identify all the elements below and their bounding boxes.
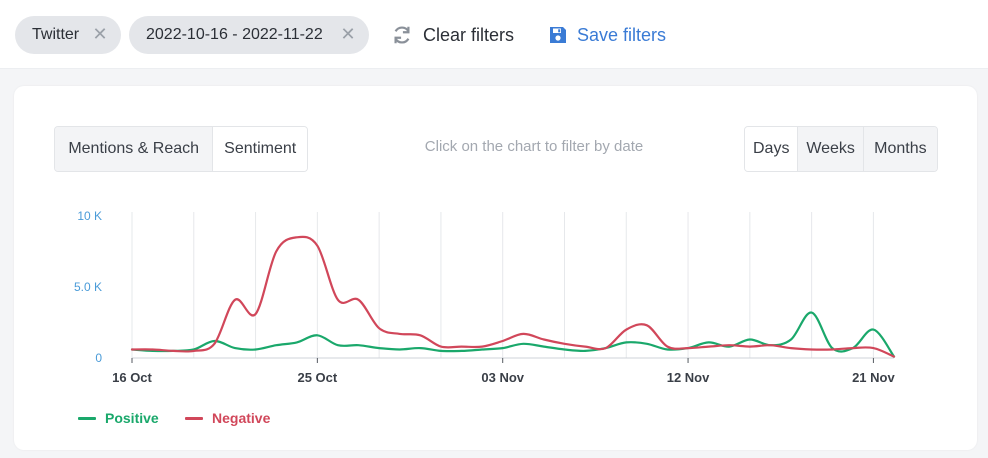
series-line-negative <box>130 235 896 358</box>
filter-chip-label: 2022-10-16 - 2022-11-22 <box>146 26 323 43</box>
tab-sentiment[interactable]: Sentiment <box>212 127 307 171</box>
tab-mentions-reach[interactable]: Mentions & Reach <box>55 127 213 171</box>
sentiment-chart-card: Mentions & Reach Sentiment Click on the … <box>14 86 977 450</box>
x-tick-label: 21 Nov <box>852 370 895 385</box>
y-tick-label: 10 K <box>77 209 102 223</box>
x-tick-label: 03 Nov <box>481 370 524 385</box>
legend-label-negative: Negative <box>212 410 271 426</box>
legend-label-positive: Positive <box>105 410 159 426</box>
filter-chip-source[interactable]: Twitter ✕ <box>15 16 121 54</box>
legend-swatch-positive <box>78 416 96 420</box>
clear-filters-button[interactable]: Clear filters <box>391 22 514 48</box>
legend-item-positive[interactable]: Positive <box>78 408 159 428</box>
x-tick-label: 25 Oct <box>297 370 337 385</box>
series-line-positive <box>130 311 896 358</box>
y-tick-label: 0 <box>95 351 102 365</box>
sentiment-line-chart[interactable]: 0 5.0 K 10 K 16 Oct 25 Oct 03 Nov 12 Nov 21 Nov <box>14 86 977 450</box>
legend-swatch-negative <box>185 416 203 420</box>
close-icon[interactable]: ✕ <box>340 24 356 44</box>
refresh-icon <box>394 26 410 44</box>
filter-chip-label: Twitter <box>32 26 80 43</box>
clear-filters-label: Clear filters <box>423 24 515 45</box>
chart-hint: Click on the chart to filter by date <box>424 138 644 155</box>
period-switcher: Days Weeks Months <box>744 126 938 172</box>
x-tick-label: 16 Oct <box>112 370 152 385</box>
save-filters-button[interactable]: Save filters <box>549 22 666 48</box>
y-tick-label: 5.0 K <box>74 280 102 294</box>
close-icon[interactable]: ✕ <box>92 24 108 44</box>
floppy-disk-icon <box>550 27 566 43</box>
tab-weeks[interactable]: Weeks <box>797 127 863 171</box>
view-switcher: Mentions & Reach Sentiment <box>54 126 308 172</box>
tab-days[interactable]: Days <box>745 127 798 171</box>
tab-months[interactable]: Months <box>862 127 937 171</box>
filter-chip-date-range[interactable]: 2022-10-16 - 2022-11-22 ✕ <box>129 16 369 54</box>
save-filters-label: Save filters <box>577 24 667 45</box>
filter-bar: Twitter ✕ 2022-10-16 - 2022-11-22 ✕ Clea… <box>0 0 988 69</box>
legend-item-negative[interactable]: Negative <box>185 408 270 428</box>
x-tick-label: 12 Nov <box>667 370 710 385</box>
